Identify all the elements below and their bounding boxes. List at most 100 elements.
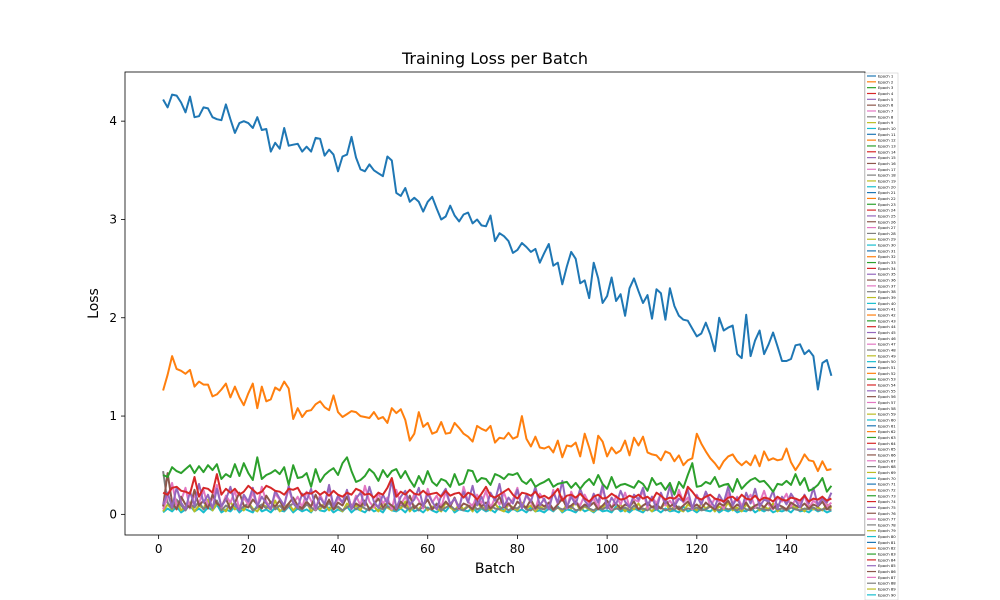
legend-label: Epoch 84 xyxy=(878,557,896,562)
legend-label: Epoch 39 xyxy=(878,295,896,300)
legend-label: Epoch 38 xyxy=(878,289,896,294)
chart-title: Training Loss per Batch xyxy=(401,49,588,68)
legend-label: Epoch 62 xyxy=(878,429,896,434)
series-line-5 xyxy=(162,479,833,512)
y-tick-label: 1 xyxy=(109,409,117,423)
legend-label: Epoch 49 xyxy=(878,353,896,358)
legend-label: Epoch 21 xyxy=(878,190,896,195)
series-line-9 xyxy=(162,498,833,513)
legend-label: Epoch 51 xyxy=(878,365,896,370)
legend-label: Epoch 89 xyxy=(878,587,896,592)
legend-label: Epoch 36 xyxy=(878,278,896,283)
legend-label: Epoch 55 xyxy=(878,388,896,393)
x-tick-label: 120 xyxy=(685,542,708,556)
legend-label: Epoch 81 xyxy=(878,540,896,545)
legend-label: Epoch 86 xyxy=(878,569,896,574)
legend-label: Epoch 78 xyxy=(878,522,896,527)
legend-label: Epoch 47 xyxy=(878,342,896,347)
legend-label: Epoch 58 xyxy=(878,406,896,411)
legend-label: Epoch 6 xyxy=(878,103,894,108)
y-tick-label: 0 xyxy=(109,507,117,521)
series-line-1 xyxy=(162,93,833,391)
legend-label: Epoch 63 xyxy=(878,435,896,440)
series-layer xyxy=(162,93,833,514)
legend-label: Epoch 26 xyxy=(878,219,896,224)
legend-label: Epoch 35 xyxy=(878,272,896,277)
legend-label: Epoch 88 xyxy=(878,581,896,586)
x-axis-label: Batch xyxy=(475,561,515,577)
legend-label: Epoch 82 xyxy=(878,546,896,551)
legend-label: Epoch 22 xyxy=(878,196,896,201)
legend-label: Epoch 23 xyxy=(878,202,896,207)
legend-label: Epoch 69 xyxy=(878,470,896,475)
x-tick-label: 60 xyxy=(420,542,435,556)
legend-label: Epoch 29 xyxy=(878,237,896,242)
y-tick-label: 4 xyxy=(109,114,117,128)
legend-label: Epoch 7 xyxy=(878,108,894,113)
series-line-2 xyxy=(162,355,832,473)
y-axis-label: Loss xyxy=(86,288,102,319)
legend-label: Epoch 65 xyxy=(878,447,896,452)
legend-label: Epoch 50 xyxy=(878,359,896,364)
legend-label: Epoch 53 xyxy=(878,377,896,382)
legend-box xyxy=(864,72,899,600)
legend-label: Epoch 16 xyxy=(878,161,896,166)
y-tick-label: 3 xyxy=(109,212,117,226)
legend-label: Epoch 42 xyxy=(878,313,896,318)
legend-label: Epoch 15 xyxy=(878,155,896,160)
legend-label: Epoch 61 xyxy=(878,423,896,428)
legend-label: Epoch 87 xyxy=(878,575,896,580)
legend-label: Epoch 28 xyxy=(878,231,896,236)
legend-label: Epoch 75 xyxy=(878,505,896,510)
legend-label: Epoch 31 xyxy=(878,248,896,253)
legend-label: Epoch 14 xyxy=(878,149,896,154)
legend-label: Epoch 33 xyxy=(878,260,896,265)
legend-label: Epoch 67 xyxy=(878,458,896,463)
legend-label: Epoch 45 xyxy=(878,330,896,335)
legend-label: Epoch 30 xyxy=(878,243,896,248)
legend-label: Epoch 85 xyxy=(878,563,896,568)
x-tick-label: 140 xyxy=(775,542,798,556)
legend-label: Epoch 46 xyxy=(878,336,896,341)
legend-label: Epoch 27 xyxy=(878,225,896,230)
y-axis: 0 1 2 3 4 xyxy=(109,114,125,521)
legend-label: Epoch 10 xyxy=(878,126,896,131)
legend-label: Epoch 8 xyxy=(878,114,894,119)
legend-label: Epoch 60 xyxy=(878,417,896,422)
legend-label: Epoch 41 xyxy=(878,307,896,312)
legend-label: Epoch 40 xyxy=(878,301,896,306)
legend-label: Epoch 11 xyxy=(878,132,896,137)
legend-label: Epoch 19 xyxy=(878,178,896,183)
legend-label: Epoch 43 xyxy=(878,318,896,323)
legend-label: Epoch 34 xyxy=(878,266,896,271)
legend-label: Epoch 48 xyxy=(878,348,896,353)
legend-label: Epoch 59 xyxy=(878,412,896,417)
legend-label: Epoch 52 xyxy=(878,371,896,376)
legend-label: Epoch 83 xyxy=(878,552,896,557)
legend-label: Epoch 54 xyxy=(878,382,896,387)
legend-label: Epoch 71 xyxy=(878,482,896,487)
legend-label: Epoch 1 xyxy=(878,74,894,79)
legend-label: Epoch 73 xyxy=(878,493,896,498)
legend-label: Epoch 76 xyxy=(878,511,896,516)
legend-label: Epoch 79 xyxy=(878,528,896,533)
series-line-3 xyxy=(162,456,833,496)
legend-label: Epoch 20 xyxy=(878,184,896,189)
legend-label: Epoch 70 xyxy=(878,476,896,481)
x-tick-label: 100 xyxy=(596,542,619,556)
legend-label: Epoch 4 xyxy=(878,91,894,96)
legend-label: Epoch 64 xyxy=(878,441,896,446)
legend-label: Epoch 77 xyxy=(878,517,896,522)
legend-label: Epoch 5 xyxy=(878,97,894,102)
legend-label: Epoch 80 xyxy=(878,534,896,539)
legend-label: Epoch 24 xyxy=(878,208,896,213)
series-line-4 xyxy=(162,473,832,503)
x-tick-label: 20 xyxy=(241,542,256,556)
legend-label: Epoch 74 xyxy=(878,499,896,504)
legend-label: Epoch 72 xyxy=(878,487,896,492)
legend-label: Epoch 57 xyxy=(878,400,896,405)
legend-label: Epoch 2 xyxy=(878,79,894,84)
